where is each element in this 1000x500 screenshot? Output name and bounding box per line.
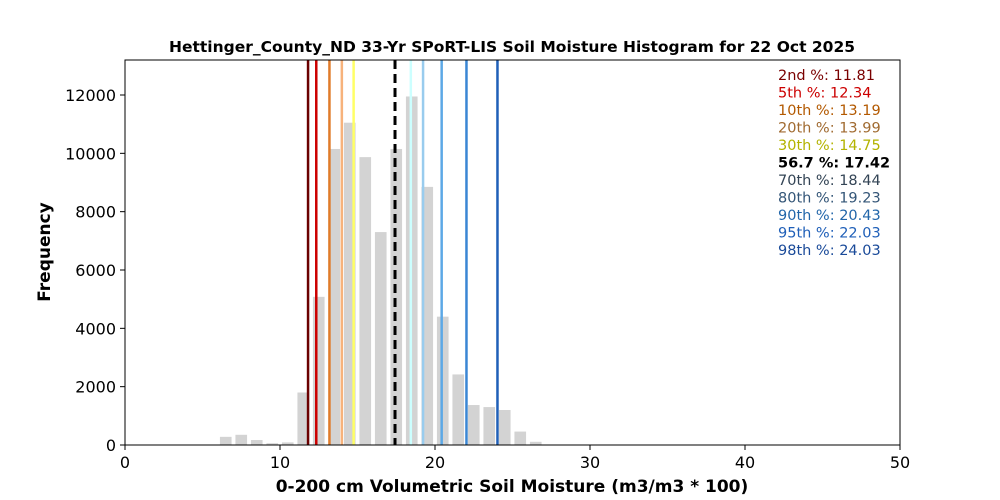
legend-entry: 98th %: 24.03: [778, 243, 881, 259]
y-tick-label: 10000: [65, 144, 116, 163]
y-tick-label: 8000: [75, 203, 116, 222]
y-axis-ticks: 0 2000 4000 6000 8000 10000 12000: [65, 86, 125, 455]
histogram-bar: [452, 374, 465, 445]
legend-entry: 2nd %: 11.81: [778, 68, 875, 84]
histogram-bar: [266, 443, 279, 445]
histogram-bar: [467, 405, 480, 445]
histogram-bar: [390, 148, 403, 446]
legend-entry: 30th %: 14.75: [778, 138, 881, 154]
y-tick-label: 2000: [75, 378, 116, 397]
histogram-bar: [250, 440, 263, 445]
chart-title: Hettinger_County_ND 33-Yr SPoRT-LIS Soil…: [169, 38, 855, 56]
histogram-bar: [421, 186, 434, 445]
legend-entry: 20th %: 13.99: [778, 121, 881, 137]
histogram-bar: [483, 407, 496, 445]
y-tick-label: 12000: [65, 86, 116, 105]
x-tick-label: 30: [580, 453, 600, 472]
legend-entry: 5th %: 12.34: [778, 86, 872, 102]
legend-entry: 56.7 %: 17.42: [778, 156, 890, 172]
histogram-bar: [359, 157, 372, 445]
legend-entry: 10th %: 13.19: [778, 103, 881, 119]
y-tick-label: 6000: [75, 261, 116, 280]
x-tick-label: 40: [735, 453, 755, 472]
x-axis-label: 0-200 cm Volumetric Soil Moisture (m3/m3…: [276, 477, 749, 497]
histogram-bar: [219, 436, 232, 445]
histogram-bar: [312, 296, 325, 445]
histogram-bar: [374, 232, 387, 445]
x-tick-label: 0: [120, 453, 130, 472]
legend-entry: 80th %: 19.23: [778, 191, 881, 207]
histogram-bars: [219, 96, 542, 446]
histogram-bar: [235, 434, 248, 445]
y-axis-label: Frequency: [35, 202, 55, 302]
plot-frame: [124, 59, 901, 446]
histogram-bar: [328, 148, 341, 446]
histogram-bar: [514, 431, 527, 445]
legend-entry: 90th %: 20.43: [778, 208, 881, 224]
legend-entry: 95th %: 22.03: [778, 226, 881, 242]
x-tick-label: 50: [890, 453, 910, 472]
y-tick-label: 0: [106, 436, 116, 455]
histogram-bar: [281, 442, 294, 445]
histogram-bar: [498, 410, 511, 445]
percentile-lines: [306, 60, 499, 445]
x-tick-label: 20: [425, 453, 445, 472]
y-tick-label: 4000: [75, 319, 116, 338]
x-tick-label: 10: [270, 453, 290, 472]
histogram-bar: [343, 122, 356, 445]
histogram-bar: [297, 392, 310, 445]
x-axis-ticks: 0 10 20 30 40 50: [120, 445, 910, 472]
histogram-bar: [529, 441, 542, 445]
legend-entry: 70th %: 18.44: [778, 173, 881, 189]
